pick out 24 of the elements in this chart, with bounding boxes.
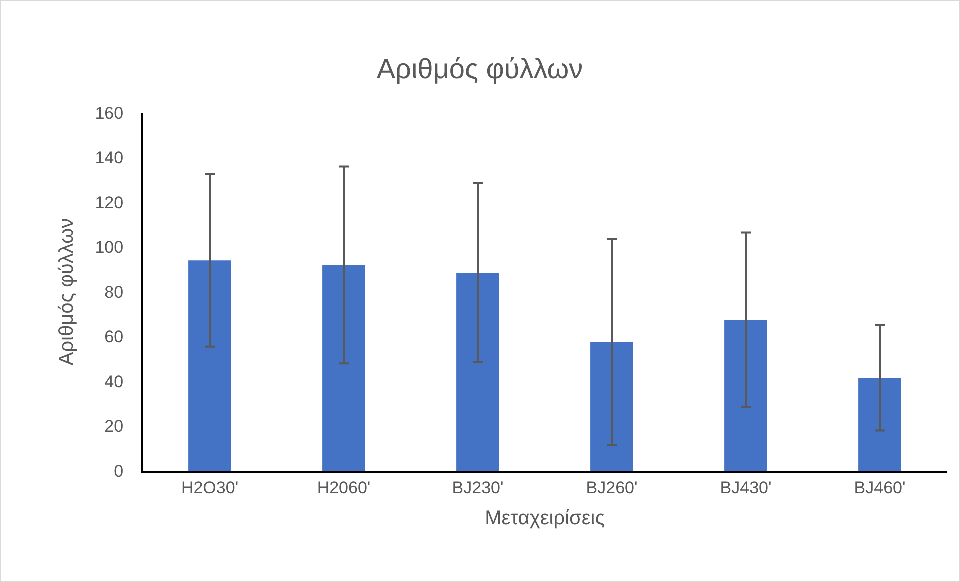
x-tick-label: BJ230' xyxy=(452,478,504,498)
bar xyxy=(322,265,366,471)
bar xyxy=(858,378,902,471)
y-tick-label: 40 xyxy=(104,372,124,392)
x-tick-label: BJ460' xyxy=(854,478,906,498)
y-tick-label: 100 xyxy=(95,238,124,258)
y-tick-label: 140 xyxy=(95,148,124,168)
y-tick-label: 80 xyxy=(104,282,124,302)
bar xyxy=(590,342,634,471)
y-tick-label: 0 xyxy=(114,462,124,481)
y-axis-title: Αριθμός φύλλων xyxy=(56,218,78,366)
chart-title: Αριθμός φύλλων xyxy=(376,54,584,85)
y-tick-label: 20 xyxy=(104,417,124,436)
bar xyxy=(456,272,500,471)
x-tick-label: BJ430' xyxy=(720,478,772,498)
y-tick-label: 160 xyxy=(95,104,124,123)
y-tick-label: 120 xyxy=(95,193,124,212)
bar xyxy=(724,320,768,471)
y-tick-label: 60 xyxy=(104,328,124,347)
x-tick-label: BJ260' xyxy=(586,478,638,498)
x-tick-label: H2060' xyxy=(317,478,371,498)
bar xyxy=(188,260,232,471)
x-axis-title: Μεταχειρίσεις xyxy=(485,507,606,530)
x-tick-label: H2O30' xyxy=(181,478,239,498)
